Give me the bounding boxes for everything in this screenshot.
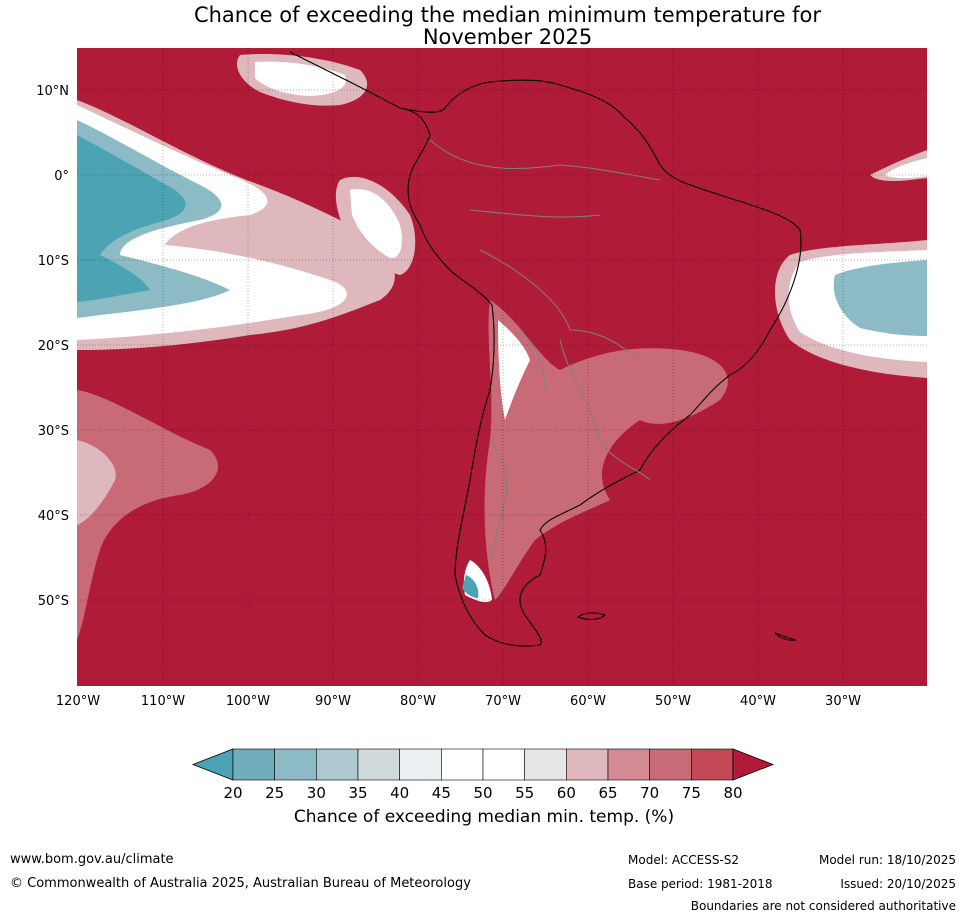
lon-label: 60°W: [570, 694, 606, 709]
central-america-white-region: [255, 61, 346, 96]
lat-label: 30°S: [38, 424, 69, 439]
map-title-line1: Chance of exceeding the median minimum t…: [193, 3, 822, 27]
colorbar-tick-label: 70: [640, 784, 659, 802]
lat-label: 20°S: [38, 339, 69, 354]
southeast-pacific-patch: [77, 440, 116, 525]
colorbar-tick-label: 65: [598, 784, 617, 802]
colorbar-segment: [357, 748, 400, 781]
colorbar-tick-label: 30: [307, 784, 326, 802]
lat-label: 0°: [54, 169, 69, 184]
colorbar-segment: [274, 748, 317, 781]
colorbar-segment: [607, 748, 650, 781]
issued-text: Issued: 20/10/2025: [840, 877, 956, 891]
colorbar-segment: [441, 748, 484, 781]
colorbar-upper-extend: [732, 748, 775, 781]
lat-label: 10°S: [38, 254, 69, 269]
colorbar-tick-label: 60: [557, 784, 576, 802]
lon-label: 50°W: [655, 694, 691, 709]
colorbar-segment: [316, 748, 359, 781]
lat-label: 50°S: [38, 594, 69, 609]
colorbar-segment: [524, 748, 567, 781]
colorbar-tick-label: 55: [515, 784, 534, 802]
model-text: Model: ACCESS-S2: [628, 853, 740, 867]
copyright-text: © Commonwealth of Australia 2025, Austra…: [10, 876, 471, 891]
colorbar-tick-label: 40: [390, 784, 409, 802]
atlantic-low-region: [833, 260, 927, 336]
map-panel: [77, 48, 927, 686]
patagonia-low-region: [462, 575, 479, 598]
coastline: [289, 51, 802, 647]
colorbar-tick-label: 35: [348, 784, 367, 802]
lon-label: 70°W: [485, 694, 521, 709]
ecuador-coast-white-region: [350, 189, 402, 259]
lon-label: 80°W: [400, 694, 436, 709]
model-run-text: Model run: 18/10/2025: [818, 853, 956, 867]
colorbar-segment: [482, 748, 525, 781]
colorbar-label: Chance of exceeding median min. temp. (%…: [293, 807, 675, 827]
website-text: www.bom.gov.au/climate: [10, 852, 174, 867]
colorbar-segment: [566, 748, 609, 781]
lon-label: 30°W: [825, 694, 861, 709]
colorbar-tick-label: 45: [432, 784, 451, 802]
map-title-line2: November 2025: [422, 25, 593, 49]
colorbar-tick-label: 20: [223, 784, 242, 802]
southeast-pacific-light-region: [77, 390, 219, 640]
colorbar-segment: [691, 748, 734, 781]
longitude-labels: 120°W 110°W 100°W 90°W 80°W 70°W 60°W 50…: [56, 694, 861, 709]
colorbar-lower-extend: [191, 748, 234, 781]
colorbar-segment: [232, 748, 275, 781]
colorbar-tick-label: 80: [723, 784, 742, 802]
base-period-text: Base period: 1981-2018: [628, 877, 773, 891]
map-title: Chance of exceeding the median minimum t…: [0, 4, 965, 48]
colorbar-tick-label: 75: [682, 784, 701, 802]
andes-light-region: [484, 300, 728, 600]
lon-label: 110°W: [141, 694, 185, 709]
falklands-islands: [576, 612, 606, 620]
country-borders: [429, 139, 661, 561]
colorbar: [191, 748, 775, 781]
lon-label: 90°W: [315, 694, 351, 709]
gridlines: [77, 48, 927, 686]
colorbar-tick-label: 25: [265, 784, 284, 802]
lon-label: 40°W: [740, 694, 776, 709]
colorbar-segment: [649, 748, 692, 781]
colorbar-tick-label: 50: [473, 784, 492, 802]
south-georgia-island: [774, 632, 797, 641]
latitude-labels: 10°N 0° 10°S 20°S 30°S 40°S 50°S: [36, 84, 69, 609]
colorbar-ticks: 20 25 30 35 40 45 50 55 60 65 70 75 80: [223, 784, 742, 802]
colorbar-segment: [399, 748, 442, 781]
lon-label: 120°W: [56, 694, 100, 709]
disclaimer-text: Boundaries are not considered authoritat…: [690, 899, 956, 913]
lat-label: 40°S: [38, 509, 69, 524]
lon-label: 100°W: [226, 694, 270, 709]
lat-label: 10°N: [36, 84, 69, 99]
